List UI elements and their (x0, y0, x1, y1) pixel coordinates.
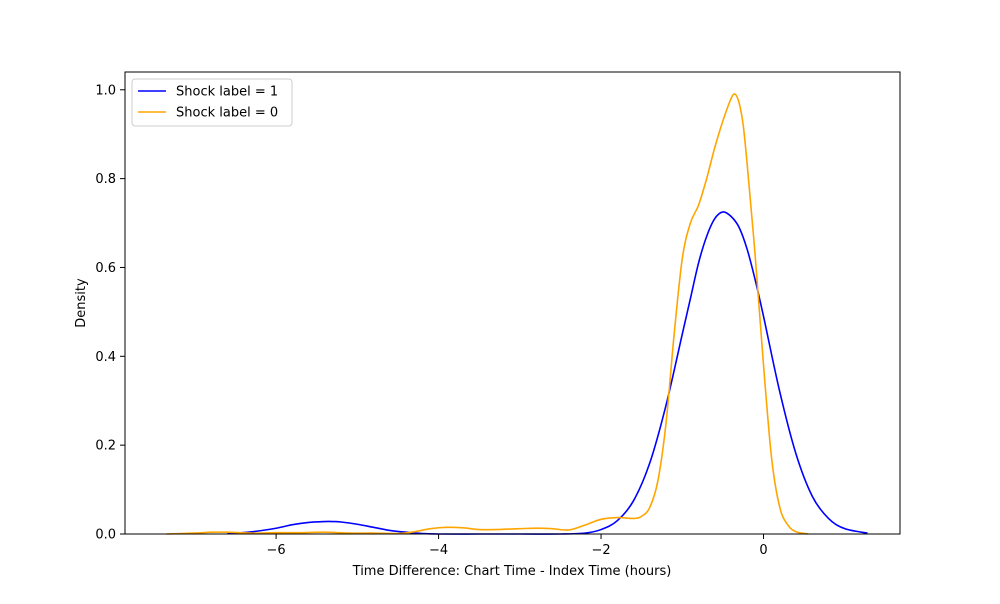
legend-box (131, 78, 293, 127)
legend: Shock label = 1 Shock label = 0 (131, 78, 293, 127)
x-tick-label: −6 (267, 543, 286, 558)
series-line-2 (166, 93, 809, 535)
x-axis-label: Time Difference: Chart Time - Index Time… (352, 564, 672, 579)
series-layer (166, 93, 868, 535)
x-axis-ticks: −6 −4 −2 0 (267, 534, 768, 558)
y-tick-label: 1.0 (95, 83, 116, 98)
plot-frame (124, 71, 901, 535)
x-tick-label: −2 (591, 543, 610, 558)
y-axis-ticks: 0.0 0.2 0.4 0.6 0.8 1.0 (95, 83, 125, 543)
series-line-1 (227, 211, 868, 535)
x-tick-label: 0 (759, 543, 767, 558)
y-tick-label: 0.6 (95, 261, 116, 276)
y-axis-label: Density (74, 278, 89, 328)
y-tick-label: 0.2 (95, 439, 116, 454)
y-tick-label: 0.8 (95, 172, 116, 187)
legend-label-2: Shock label = 0 (176, 106, 278, 121)
legend-label-1: Shock label = 1 (176, 85, 278, 100)
y-tick-label: 0.0 (95, 528, 116, 543)
y-tick-label: 0.4 (95, 350, 116, 365)
legend-items: Shock label = 1 Shock label = 0 (138, 85, 278, 121)
x-tick-label: −4 (429, 543, 448, 558)
